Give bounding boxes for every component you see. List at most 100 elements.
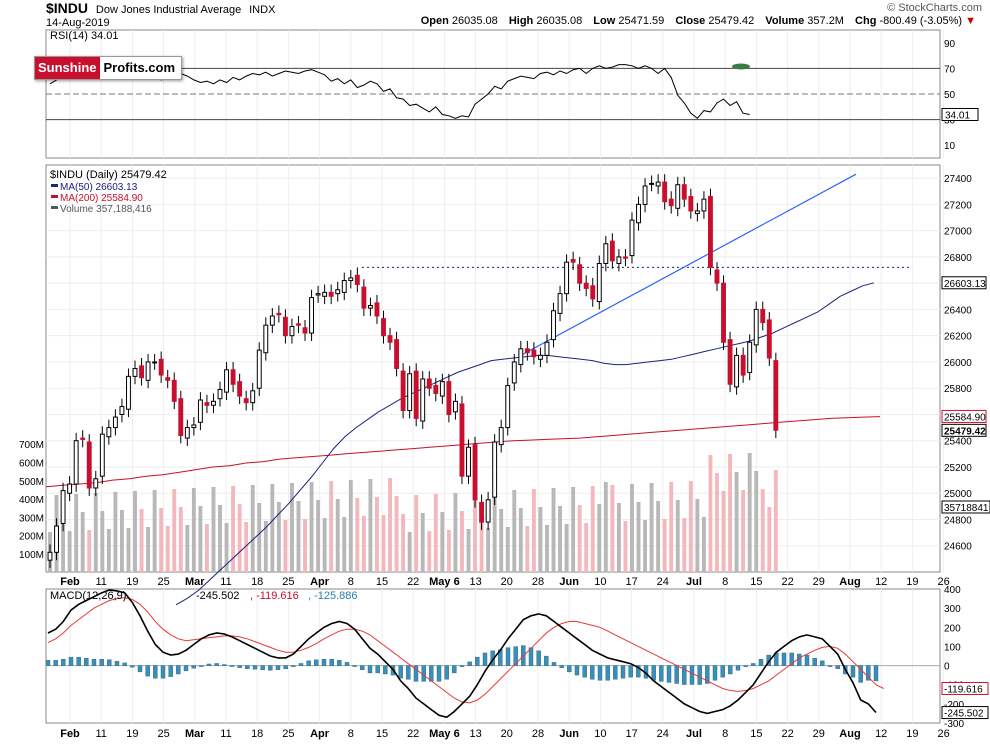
candle-body xyxy=(250,390,256,404)
x-tick-label: Apr xyxy=(310,576,330,588)
volume-bar xyxy=(669,482,674,572)
macd-histogram-bar xyxy=(544,655,549,666)
candle-body xyxy=(237,381,243,397)
candle-body xyxy=(152,361,158,364)
macd-histogram-bar xyxy=(505,647,511,666)
candle-body xyxy=(367,304,373,309)
macd-histogram-bar xyxy=(812,658,817,666)
macd-histogram-bar xyxy=(298,663,304,666)
candle-body xyxy=(524,348,530,354)
candle-body xyxy=(609,240,615,262)
macd-line xyxy=(47,589,877,719)
price-label: 26603.13 xyxy=(944,279,986,290)
price-label-box xyxy=(941,409,987,423)
macd-histogram-bar xyxy=(283,665,288,669)
candle-body xyxy=(204,402,210,406)
candle-body xyxy=(296,323,301,326)
candle-body xyxy=(446,381,452,415)
candle-body xyxy=(328,291,334,297)
candle-body xyxy=(139,365,144,379)
chg-label: Chg xyxy=(855,15,877,27)
x-tick-label-bottom: 20 xyxy=(501,728,513,740)
price-tick-label: 25400 xyxy=(944,437,972,448)
price-label-box xyxy=(941,423,987,437)
macd-neg-tick-label: -300 xyxy=(944,719,964,730)
macd-histogram-bar xyxy=(482,652,488,666)
volume-bar xyxy=(100,511,105,572)
volume-bar xyxy=(728,454,733,572)
macd-histogram-bar xyxy=(705,665,710,684)
macd-histogram-bar xyxy=(628,665,633,678)
volume-bar xyxy=(87,530,92,572)
volume-tick-label: 400M xyxy=(19,495,44,506)
volume-bar xyxy=(93,493,98,572)
x-tick-label: Jun xyxy=(559,576,579,588)
volume-bar xyxy=(531,489,536,572)
candle-body xyxy=(93,478,99,489)
candle-body xyxy=(505,385,511,429)
candle-body xyxy=(420,378,426,422)
low-label: Low xyxy=(593,15,616,27)
candle-body xyxy=(557,293,563,314)
macd-histogram-bar xyxy=(199,665,204,667)
x-tick-label-bottom: May 6 xyxy=(429,728,460,740)
candle-body xyxy=(662,181,668,203)
volume-bar xyxy=(329,481,334,572)
macd-histogram-bar xyxy=(68,656,74,666)
volume-bar xyxy=(545,525,549,572)
candle-body xyxy=(243,398,249,404)
volume-bar xyxy=(721,491,726,572)
volume-bar xyxy=(636,502,641,572)
macd-histogram-bar xyxy=(651,665,656,681)
volume-bar xyxy=(414,495,419,572)
volume-bar xyxy=(577,505,582,572)
volume-bar xyxy=(656,501,661,572)
rsi-tick-label: 50 xyxy=(944,90,956,101)
candle-body xyxy=(184,427,190,439)
candle-body xyxy=(472,444,478,501)
volume-bar xyxy=(688,481,693,572)
macd-histogram-bar xyxy=(260,665,265,670)
volume-bar xyxy=(191,488,196,572)
candle-body xyxy=(60,490,66,524)
volume-bar xyxy=(296,501,301,572)
candle-body xyxy=(47,551,53,561)
open-value: 26035.08 xyxy=(451,15,498,27)
high-label: High xyxy=(508,15,534,27)
macd-histogram-bar xyxy=(728,665,733,675)
hist-value: , -125.886 xyxy=(308,590,358,602)
macd-histogram-bar xyxy=(804,654,810,666)
macd-histogram-bar xyxy=(452,665,457,674)
volume-bar xyxy=(159,508,164,572)
volume-bar xyxy=(741,490,746,572)
index-name: Dow Jones Industrial Average xyxy=(95,4,242,16)
x-tick-label: 15 xyxy=(750,576,762,588)
x-tick-label: 18 xyxy=(251,576,263,588)
volume-bar xyxy=(178,507,183,572)
volume-label-box xyxy=(941,500,990,514)
volume-bar xyxy=(375,497,379,572)
volume-bar xyxy=(224,523,229,572)
volume-bar xyxy=(67,531,72,572)
volume-bar xyxy=(146,527,151,572)
x-tick-label-bottom: 15 xyxy=(376,728,388,740)
candle-body xyxy=(570,259,576,263)
candle-body xyxy=(734,354,740,388)
volume-bar xyxy=(518,508,523,572)
macd-histogram-bar xyxy=(398,665,403,679)
macd-histogram-bar xyxy=(222,664,227,666)
candle-body xyxy=(498,427,504,446)
candle-body xyxy=(518,348,524,366)
candle-body xyxy=(636,203,641,224)
macd-last-box xyxy=(941,706,989,720)
volume-bar xyxy=(551,488,556,572)
x-tick-label: 12 xyxy=(875,576,887,588)
macd-histogram-bar xyxy=(781,652,787,666)
macd-histogram-bar xyxy=(513,646,518,666)
candle-body xyxy=(158,358,164,376)
volume-bar xyxy=(623,521,628,572)
price-label: 25479.42 xyxy=(944,426,986,437)
rsi-last-box xyxy=(941,107,979,121)
candle-body xyxy=(766,319,772,359)
volume-bar xyxy=(760,489,765,572)
